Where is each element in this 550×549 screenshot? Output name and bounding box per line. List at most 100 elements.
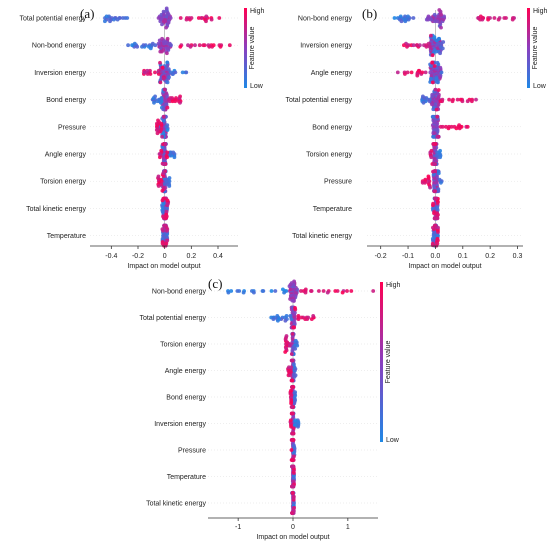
data-point [161,107,166,112]
data-point [229,289,234,293]
feature-label: Total potential energy [19,16,86,23]
feature-row: Inversion energy [300,33,523,58]
feature-row: Total potential energy [139,305,378,330]
data-point [395,70,400,75]
data-point [289,365,294,370]
data-point [411,43,416,48]
feature-label: Temperature [47,233,86,240]
data-point [178,16,183,20]
feature-label: Bond energy [166,395,206,402]
feature-row: Inversion energy [34,60,238,85]
feature-label: Bond energy [46,97,86,104]
colorbar-low-label: Low [386,437,400,444]
data-point [439,70,444,75]
feature-row: Bond energy [312,114,523,139]
data-point [284,334,289,338]
data-point [430,102,434,107]
feature-label: Torsion energy [160,342,206,349]
data-point [496,17,501,22]
data-point [165,123,170,128]
data-point [103,19,107,24]
data-point [160,227,165,232]
data-point [436,225,440,230]
data-point [196,16,201,20]
data-point [398,14,403,19]
data-point [434,76,439,81]
data-point [276,318,280,323]
data-point [173,70,178,75]
data-point [275,314,280,318]
x-tick-label: 0 [163,253,167,260]
data-point [428,185,432,190]
data-point [421,100,426,105]
data-point [165,128,170,132]
feature-label: Pressure [178,448,206,455]
x-tick-label: 0.2 [485,253,495,260]
data-point [148,72,153,76]
data-point [293,306,297,310]
data-point [435,241,440,246]
data-point [148,46,153,51]
data-point [436,189,441,194]
data-point [164,177,169,182]
data-point [435,19,440,24]
data-point [283,318,288,323]
data-point [440,46,445,51]
data-point [148,68,152,73]
feature-row: Torsion energy [160,332,378,356]
panel-label: (c) [208,276,222,291]
data-point [292,375,297,379]
data-point [296,420,301,424]
data-point [160,188,165,193]
data-point [431,107,436,112]
data-point [209,17,214,22]
data-point [465,124,470,129]
data-point [435,114,440,119]
feature-row: Angle energy [311,60,523,85]
x-tick-label: -1 [235,524,241,531]
data-point [431,134,435,139]
feature-label: Inversion energy [34,70,86,77]
data-point [402,43,406,48]
data-point [290,458,295,462]
panel-label: (b) [362,6,377,21]
colorbar-gradient [527,8,530,88]
data-point [160,22,164,27]
data-point [439,25,443,30]
feature-row: Total kinetic energy [26,196,238,221]
data-point [170,99,175,104]
feature-row: Pressure [58,114,238,139]
data-point [287,343,292,348]
data-point [289,388,293,393]
data-point [164,6,169,11]
data-point [426,174,431,179]
data-point [405,70,410,75]
data-point [162,196,166,201]
data-point [438,148,442,153]
data-point [436,169,440,174]
data-point [218,44,223,49]
data-point [289,411,294,416]
data-point [161,171,166,176]
data-point [165,60,170,65]
data-point [167,176,172,180]
data-point [271,317,276,321]
data-point [418,43,422,48]
feature-row: Temperature [167,464,378,489]
data-point [291,438,296,442]
data-point [112,17,116,22]
data-point [161,9,166,14]
data-point [430,80,435,85]
data-point [184,17,189,22]
feature-row: Total kinetic energy [146,491,378,515]
data-point [340,290,345,295]
data-point [432,64,437,68]
data-point [292,454,296,459]
data-point [164,241,169,246]
data-point [349,289,354,293]
data-point [189,16,194,20]
data-point [426,17,431,22]
data-point [478,17,482,22]
data-point [289,317,294,321]
colorbar-high-label: High [250,8,265,15]
